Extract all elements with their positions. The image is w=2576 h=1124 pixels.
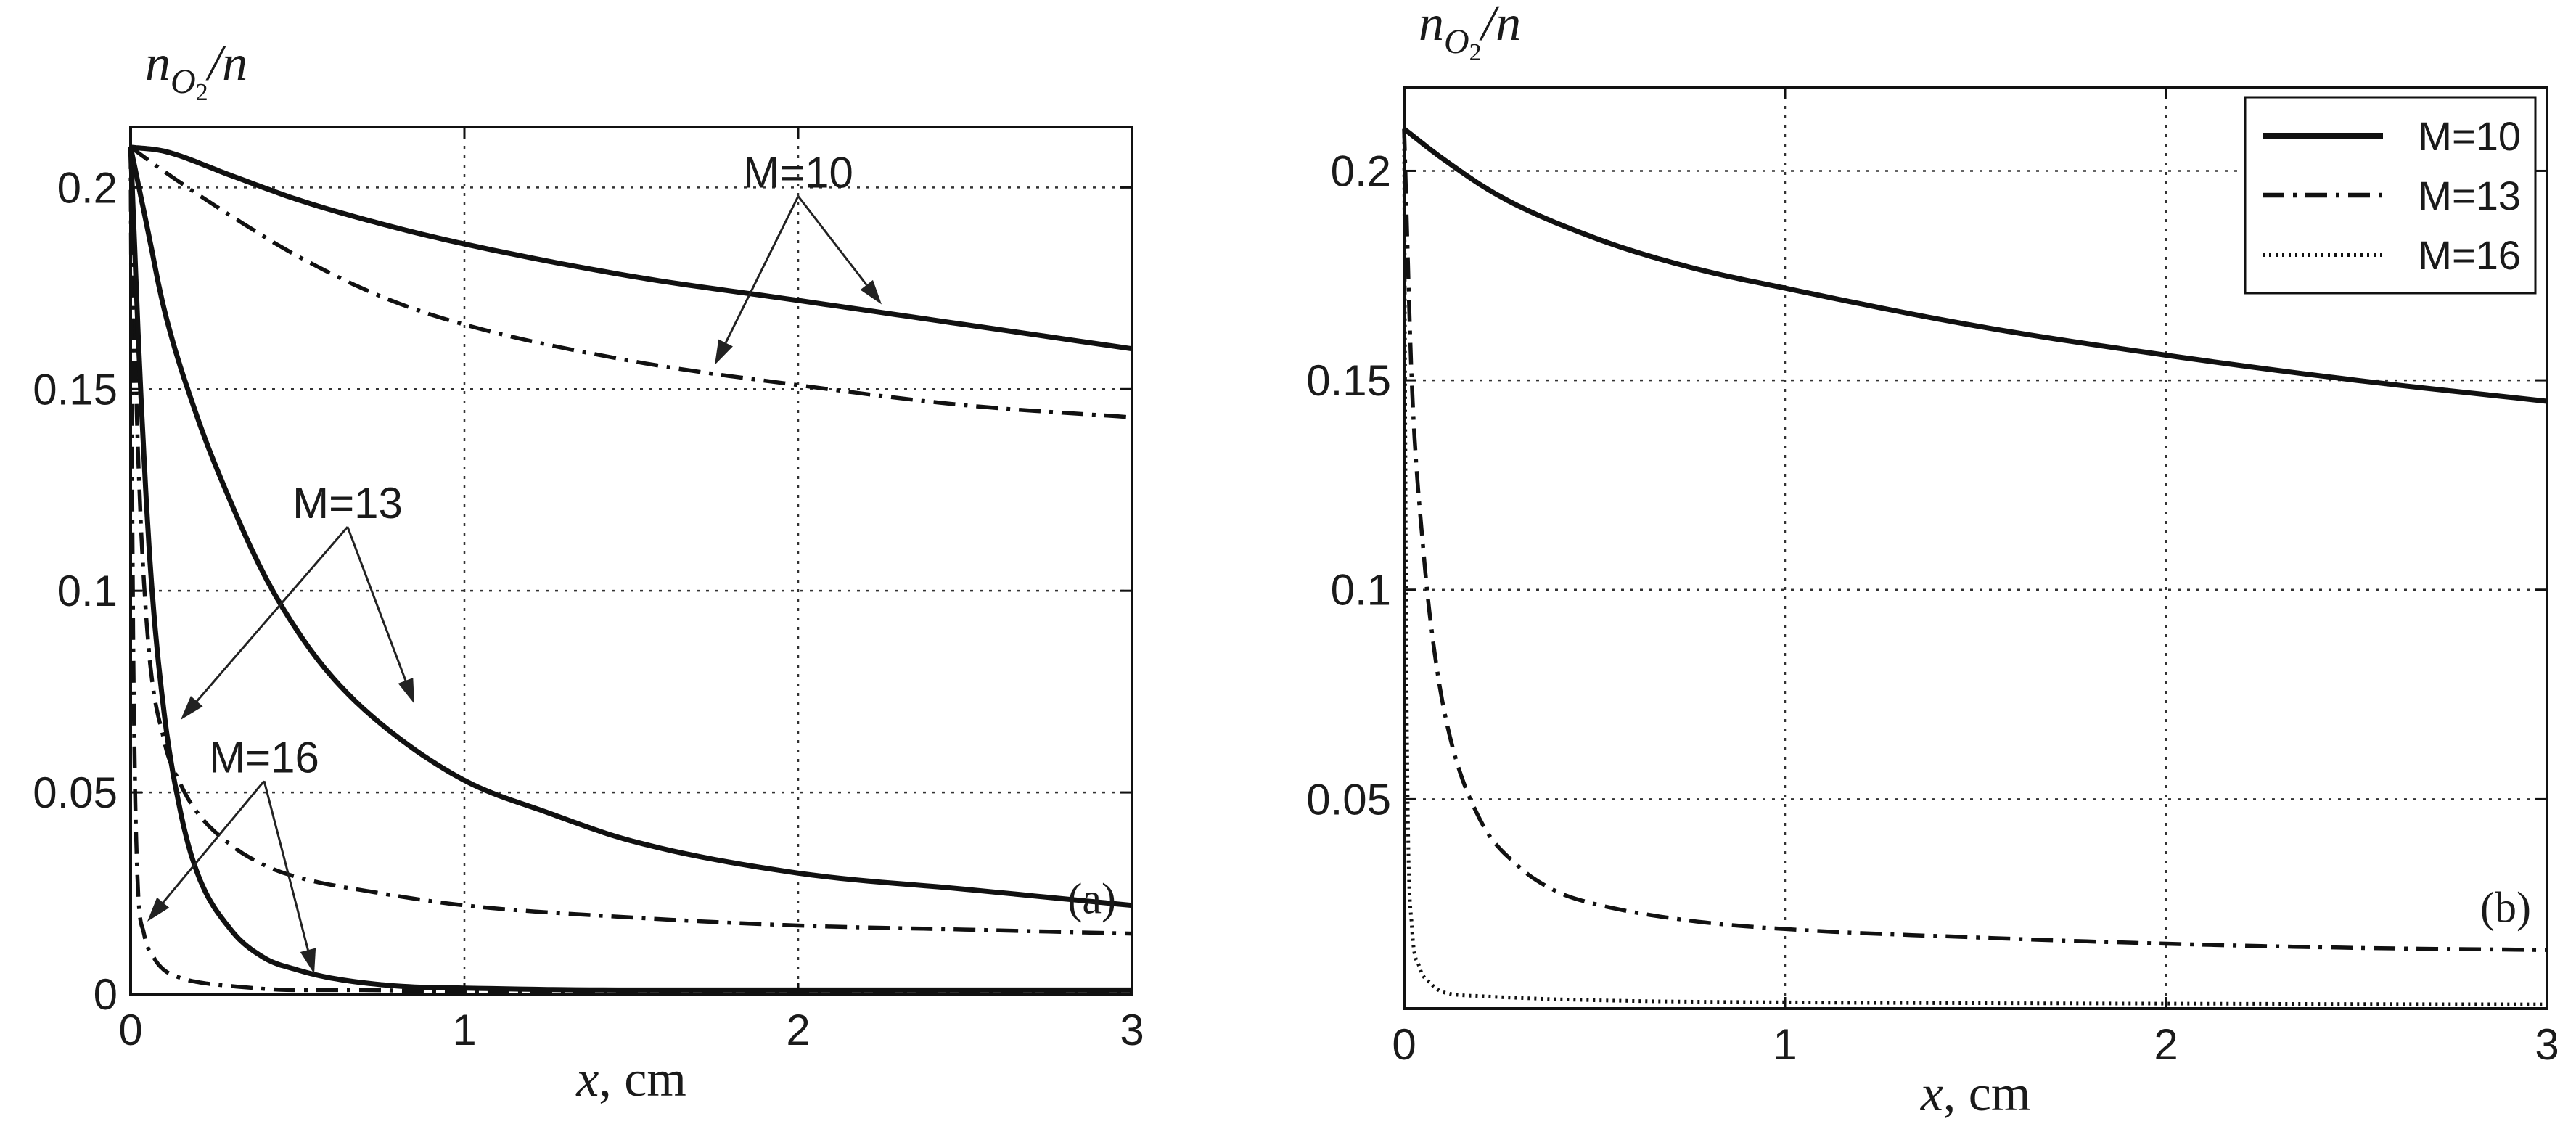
annotation-arrow: [797, 195, 882, 305]
series-line-1: [129, 145, 1133, 419]
legend-label: M=13: [2418, 173, 2521, 218]
panel-label: (a): [1067, 875, 1116, 923]
x-tick-label: 0: [118, 1006, 142, 1054]
y-tick-label: 0.1: [57, 567, 118, 615]
x-tick-label: 2: [2154, 1020, 2178, 1069]
y-axis-main: n: [145, 36, 171, 91]
annotation: M=10: [715, 148, 882, 365]
y-axis-tail: /n: [1479, 0, 1521, 52]
series-line-2: [128, 147, 1133, 908]
y-tick-label: 0.15: [33, 365, 118, 414]
y-axis-title: nO2/n: [145, 36, 247, 106]
x-axis-unit: , cm: [599, 1051, 686, 1107]
annotation-arrow: [147, 780, 266, 922]
annotation-arrow: [715, 195, 800, 365]
series-line-1: [1402, 128, 2548, 952]
plot-frame: [129, 126, 1133, 996]
y-axis-subsub: 2: [196, 79, 208, 106]
y-tick-label: 0.2: [57, 163, 118, 212]
y-axis-title: nO2/n: [1419, 0, 1521, 66]
tick-marks: [129, 127, 1133, 996]
annotation-arrow: [263, 780, 316, 975]
series-line-0: [130, 144, 1133, 352]
series-line-3: [128, 147, 1133, 936]
x-axis-unit: , cm: [1943, 1066, 2031, 1122]
series-group: [1402, 126, 2548, 1006]
x-axis-variable: x: [1920, 1066, 1943, 1122]
panel-b: 0 1 2 30.050.10.150.2x, cmnO2/n(b)M=10M=13M…: [1306, 0, 2559, 1122]
x-axis-title: x, cm: [1920, 1066, 2031, 1122]
annotation-arrow: [181, 526, 349, 721]
x-tick-label: 1: [1773, 1020, 1797, 1069]
y-axis-sub: O: [171, 62, 196, 101]
annotation-label: M=16: [209, 733, 319, 782]
y-axis-subsub: 2: [1469, 39, 1482, 66]
x-tick-label: 1: [452, 1006, 476, 1054]
series-line-4: [128, 147, 1132, 993]
x-tick-label: 3: [2535, 1020, 2559, 1069]
panel-label: (b): [2480, 883, 2531, 931]
plot-frame: [1403, 86, 2548, 1010]
y-axis-main: n: [1419, 0, 1444, 52]
y-tick-label: 0.2: [1331, 147, 1391, 195]
x-axis-title: x, cm: [575, 1051, 686, 1107]
x-tick-label: 0: [1392, 1020, 1416, 1069]
legend: M=10 M=13 M=16: [2244, 96, 2537, 295]
annotation-label: M=13: [292, 479, 403, 528]
x-axis-variable: x: [575, 1051, 599, 1107]
y-tick-label: 0: [94, 970, 118, 1019]
annotation: M=16: [147, 733, 319, 975]
y-tick-label: 0.05: [33, 768, 118, 817]
y-tick-label: 0.15: [1306, 356, 1391, 405]
series-line-2: [1402, 128, 2548, 1006]
legend-label: M=16: [2418, 232, 2521, 278]
series-group: [128, 144, 1133, 994]
annotation-arrow: [346, 526, 414, 704]
annotation-label: M=10: [743, 148, 853, 197]
series-line-0: [1402, 126, 2548, 404]
annotation: M=13: [181, 479, 414, 721]
panel-a: 0 1 2 300.050.10.150.2x, cmnO2/n(a)M=10M=13…: [33, 36, 1144, 1107]
y-axis-tail: /n: [205, 36, 247, 91]
x-tick-label: 3: [1120, 1006, 1144, 1054]
y-tick-label: 0.1: [1331, 566, 1391, 615]
y-tick-label: 0.05: [1306, 775, 1391, 824]
y-axis-sub: O: [1444, 22, 1469, 61]
x-tick-label: 2: [786, 1006, 810, 1054]
legend-label: M=10: [2418, 113, 2521, 159]
